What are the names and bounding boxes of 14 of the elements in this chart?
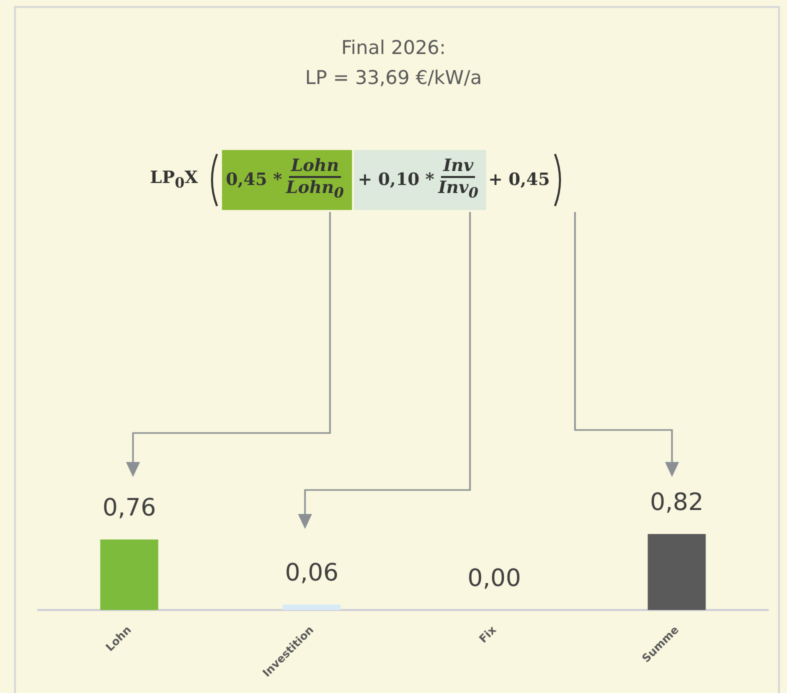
text: + 0,45 [488, 170, 550, 190]
data-label: 0,82 [650, 488, 704, 516]
text: LP$_{0}$X [150, 168, 198, 192]
text: 0,45 * [226, 170, 282, 190]
x-tick-label: Fix [476, 623, 499, 646]
data-label: 0,76 [102, 494, 156, 522]
data-label: 0,06 [285, 558, 338, 586]
text: Lohn [288, 156, 341, 178]
data-label: 0,00 [468, 564, 521, 592]
text: + 0,10 * [358, 170, 434, 190]
text: Lohn$_{0}$ [286, 178, 344, 204]
chart-title: Final 2026: LP = 33,69 €/kW/a [305, 37, 482, 89]
text: Inv$_{0}$ [438, 178, 478, 204]
text: Inv [441, 156, 476, 178]
